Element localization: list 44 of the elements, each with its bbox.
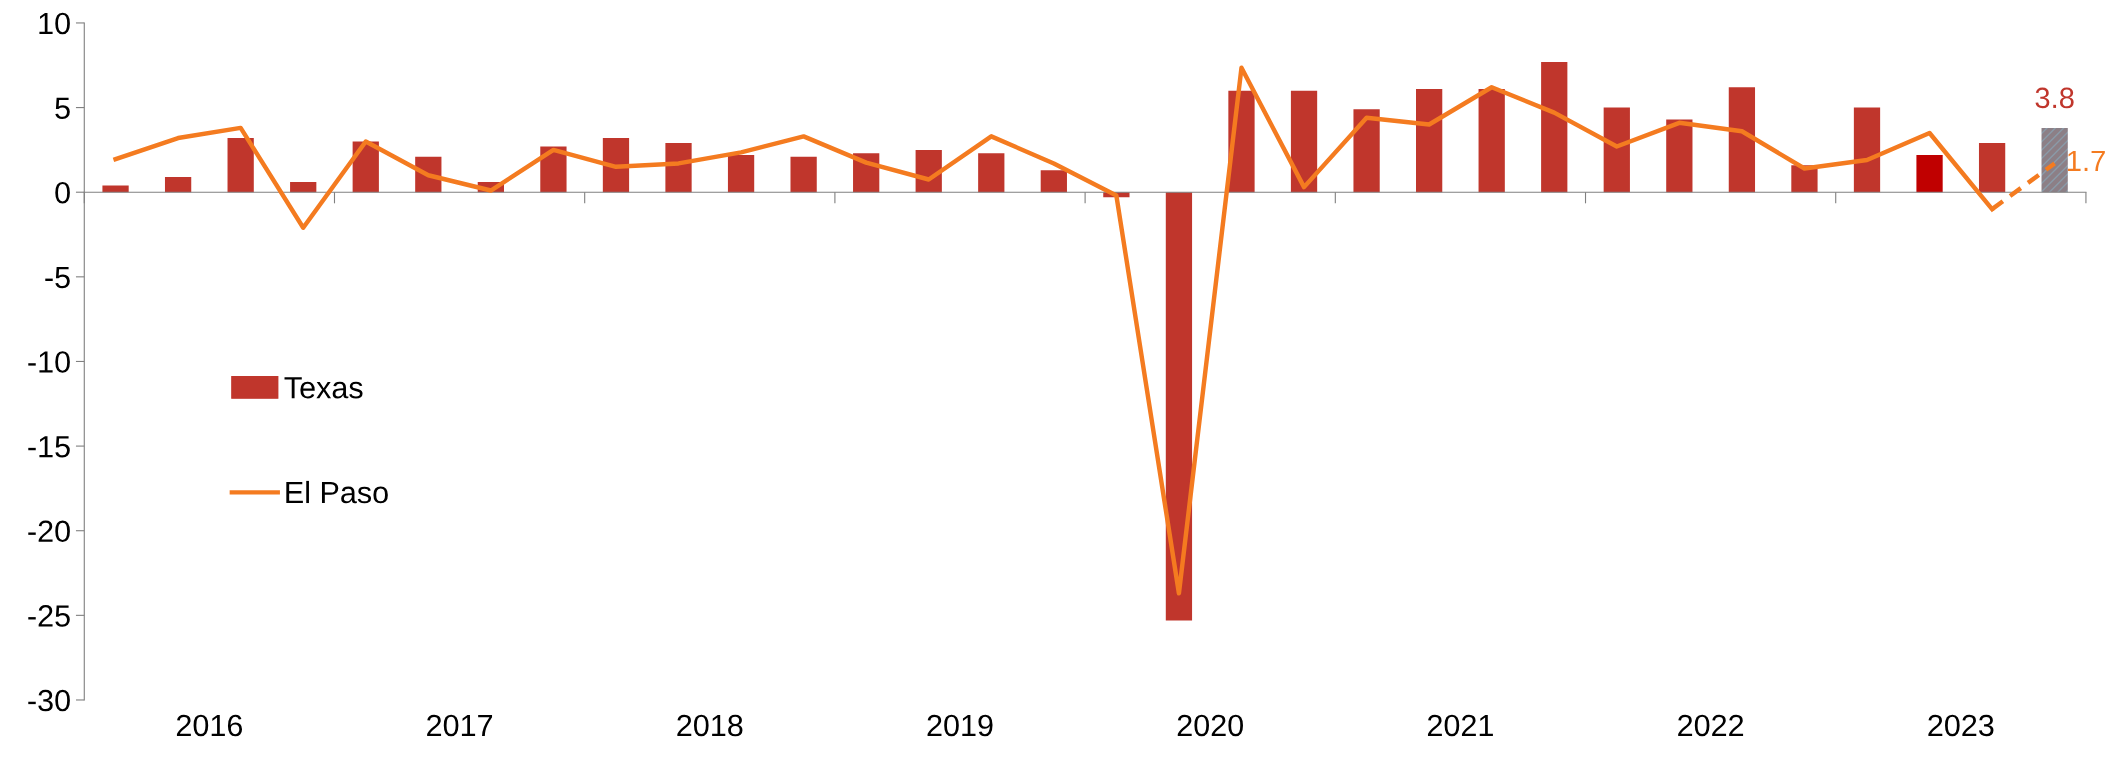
- bar: [290, 182, 317, 193]
- bar: [790, 156, 817, 193]
- legend-label: Texas: [284, 377, 363, 399]
- bar: [227, 138, 254, 193]
- data-label: 1.7: [2067, 150, 2105, 171]
- data-label: 3.8: [2035, 87, 2074, 109]
- bar: [1040, 170, 1067, 193]
- y-tick-label: 10: [39, 12, 70, 35]
- y-tick-label: -25: [28, 605, 70, 627]
- x-tick-label: 2022: [1678, 714, 1744, 737]
- bar: [1978, 143, 2006, 193]
- bar: [1290, 90, 1318, 193]
- y-tick-label: -5: [45, 266, 70, 289]
- x-tick-label: 2018: [677, 714, 743, 737]
- x-tick-label: 2023: [1928, 714, 1994, 737]
- bar: [978, 153, 1005, 193]
- bar: [1478, 88, 1505, 193]
- bar: [1353, 109, 1380, 193]
- x-tick-label: 2019: [927, 714, 993, 737]
- bar: [1603, 107, 1630, 193]
- x-tick-label: 2017: [427, 714, 493, 737]
- bar: [1416, 88, 1443, 193]
- x-tick-label: 2020: [1177, 714, 1243, 737]
- bar: [1916, 154, 1943, 193]
- bar: [727, 154, 755, 193]
- bar: [1853, 107, 1881, 193]
- y-tick-label: 5: [55, 97, 70, 119]
- x-tick-label: 2021: [1427, 714, 1493, 737]
- x-tick-label: 2016: [176, 714, 243, 737]
- bar: [602, 138, 630, 193]
- bar: [1541, 61, 1568, 193]
- y-tick-label: -10: [28, 351, 70, 373]
- legend-label: El Paso: [286, 480, 388, 504]
- y-tick-label: -20: [28, 520, 70, 543]
- bar: [102, 185, 129, 193]
- bar: [2041, 127, 2068, 193]
- bar: [1728, 87, 1756, 193]
- bar: [1165, 192, 1193, 621]
- bar: [164, 176, 192, 193]
- y-tick-label: -30: [28, 689, 70, 712]
- y-tick-label: 0: [55, 181, 70, 204]
- y-tick-label: -15: [28, 436, 70, 458]
- bar: [665, 143, 692, 193]
- bar: [1666, 119, 1693, 193]
